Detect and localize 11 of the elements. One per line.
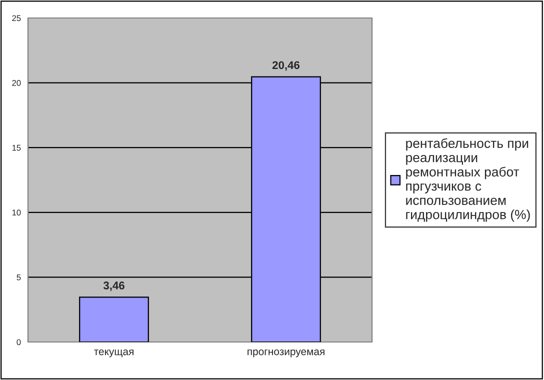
y-tick-label: 0 — [16, 339, 21, 346]
y-tick-label: 5 — [16, 274, 21, 280]
y-tick-label: 10 — [12, 210, 21, 216]
data-label: 3,46 — [103, 282, 124, 292]
x-tick-label: текущая — [94, 350, 134, 358]
y-tick-label: 15 — [12, 144, 21, 151]
legend-label: рентабельность при реализации ремонтнаых работ пргузчиков с использованием гидроцилиндров (%) — [406, 138, 530, 222]
x-tick-label: прогнозируемая — [248, 350, 324, 358]
y-tick-label: 25 — [12, 15, 21, 22]
data-label: 20,46 — [272, 61, 300, 71]
y-tick-label: 20 — [12, 80, 21, 86]
